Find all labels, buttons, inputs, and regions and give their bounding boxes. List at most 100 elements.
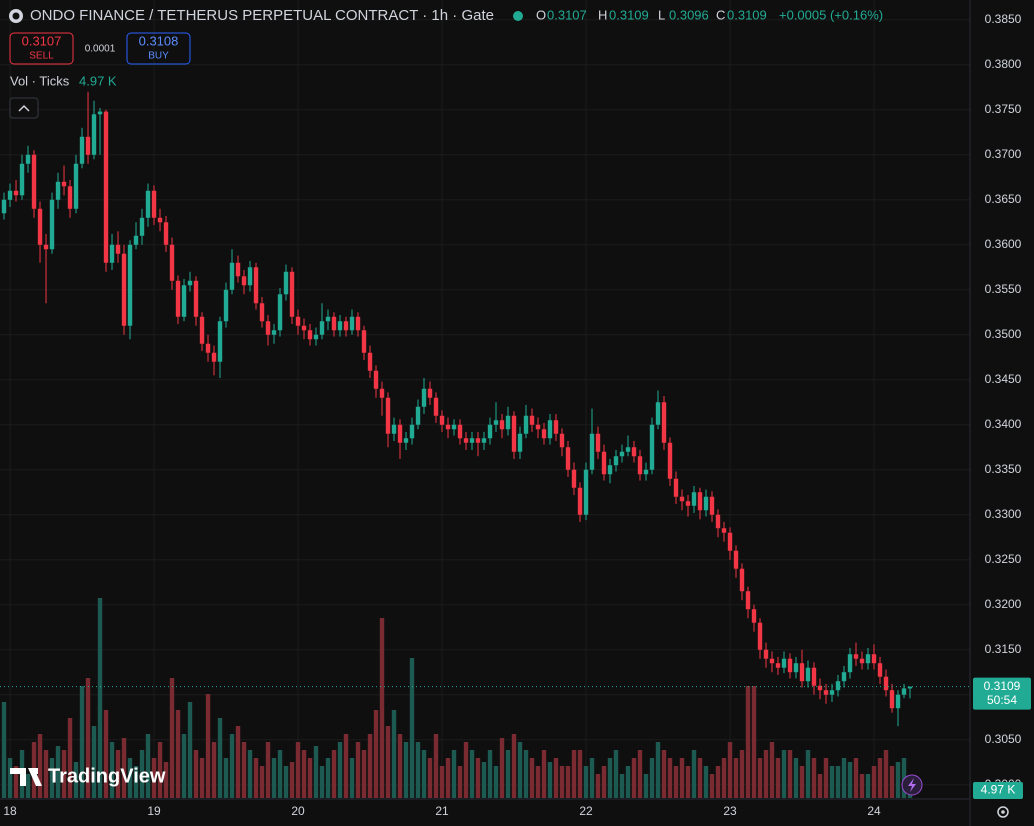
candle-body: [37, 208, 43, 245]
candle-body: [211, 352, 217, 362]
candle-body: [583, 469, 589, 515]
candle-body: [1, 199, 7, 214]
volume-bar: [487, 750, 493, 798]
candle-body: [427, 388, 433, 398]
volume-bar: [181, 734, 187, 798]
candle-body: [415, 406, 421, 425]
candle-body: [229, 262, 235, 290]
volume-bar: [343, 734, 349, 798]
ohlc-key: L: [658, 7, 665, 22]
volume-bar: [301, 750, 307, 798]
candle-body: [373, 370, 379, 389]
last-price-box: [973, 677, 1031, 710]
candle-body: [409, 424, 415, 439]
x-tick-label: 22: [579, 804, 593, 818]
ohlc-key: C: [716, 7, 725, 22]
symbol-icon-inner: [12, 12, 20, 20]
volume-bar: [565, 766, 571, 798]
sell-price: 0.3107: [22, 33, 62, 48]
volume-bar: [469, 750, 475, 798]
volume-bar: [259, 766, 265, 798]
volume-bar: [265, 742, 271, 798]
candle-body: [463, 438, 469, 443]
volume-bar: [499, 738, 505, 798]
candle-body: [469, 438, 475, 443]
candle-body: [487, 424, 493, 439]
settings-icon[interactable]: [997, 806, 1009, 818]
y-tick-label: 0.3600: [985, 237, 1022, 251]
ohlc-key: H: [598, 7, 607, 22]
collapse-button[interactable]: [9, 97, 39, 119]
candle-body: [175, 280, 181, 317]
volume-bar: [523, 750, 529, 798]
candle-body: [691, 492, 697, 506]
volume-legend-value: 4.97 K: [79, 73, 117, 88]
volume-bar: [589, 758, 595, 798]
candle-body: [787, 658, 793, 673]
volume-bar: [331, 750, 337, 798]
volume-bar: [613, 750, 619, 798]
candle-body: [277, 294, 283, 331]
candle-body: [325, 316, 331, 322]
volume-bar: [505, 750, 511, 798]
volume-bar: [751, 686, 757, 798]
candle-body: [121, 253, 127, 326]
candle-body: [901, 688, 907, 695]
volume-bar: [109, 742, 115, 798]
volume-bar: [571, 750, 577, 798]
candle-body: [67, 186, 73, 209]
volume-bar: [379, 618, 385, 798]
volume-bar: [67, 718, 73, 798]
volume-pane: [1, 598, 913, 798]
candle-body: [199, 316, 205, 344]
volume-bar: [553, 758, 559, 798]
candle-body: [217, 321, 223, 362]
candle-body: [595, 433, 601, 452]
volume-bar: [547, 762, 553, 798]
candle-body: [493, 420, 499, 425]
volume-bar: [85, 678, 91, 798]
candle-body: [475, 438, 481, 443]
candle-body: [457, 424, 463, 439]
candle-body: [625, 447, 631, 452]
candle-body: [709, 496, 715, 515]
volume-bar: [895, 762, 901, 798]
candle-body: [727, 532, 733, 551]
candle-body: [769, 658, 775, 664]
volume-bar: [847, 762, 853, 798]
candle-body: [301, 325, 307, 331]
candle-body: [253, 267, 259, 304]
volume-bar: [397, 734, 403, 798]
volume-bar: [859, 774, 865, 798]
volume-bar: [175, 710, 181, 798]
candle-body: [751, 609, 757, 623]
volume-bar: [811, 758, 817, 798]
candle-body: [793, 663, 799, 673]
candle-body: [157, 217, 163, 223]
lightning-icon: [908, 778, 916, 792]
y-tick-label: 0.3300: [985, 507, 1022, 521]
buy-button[interactable]: [126, 32, 191, 65]
volume-bar: [157, 742, 163, 798]
volume-bar: [289, 762, 295, 798]
volume-bar: [307, 758, 313, 798]
candle-body: [115, 244, 121, 254]
volume-bar: [823, 758, 829, 798]
candle-body: [697, 492, 703, 511]
candle-body: [637, 456, 643, 475]
candle-body: [403, 438, 409, 443]
candle-body: [343, 321, 349, 331]
candle-body: [799, 663, 805, 682]
volume-bar: [475, 758, 481, 798]
candle-body: [385, 397, 391, 434]
candle-body: [511, 415, 517, 452]
volume-bar: [133, 766, 139, 798]
candle-body: [631, 447, 637, 457]
candle-body: [547, 420, 553, 439]
volume-bar: [661, 750, 667, 798]
candle-body: [31, 154, 37, 209]
buy-label: BUY: [148, 51, 169, 62]
candle-body: [181, 285, 187, 317]
sell-button[interactable]: [9, 32, 74, 65]
